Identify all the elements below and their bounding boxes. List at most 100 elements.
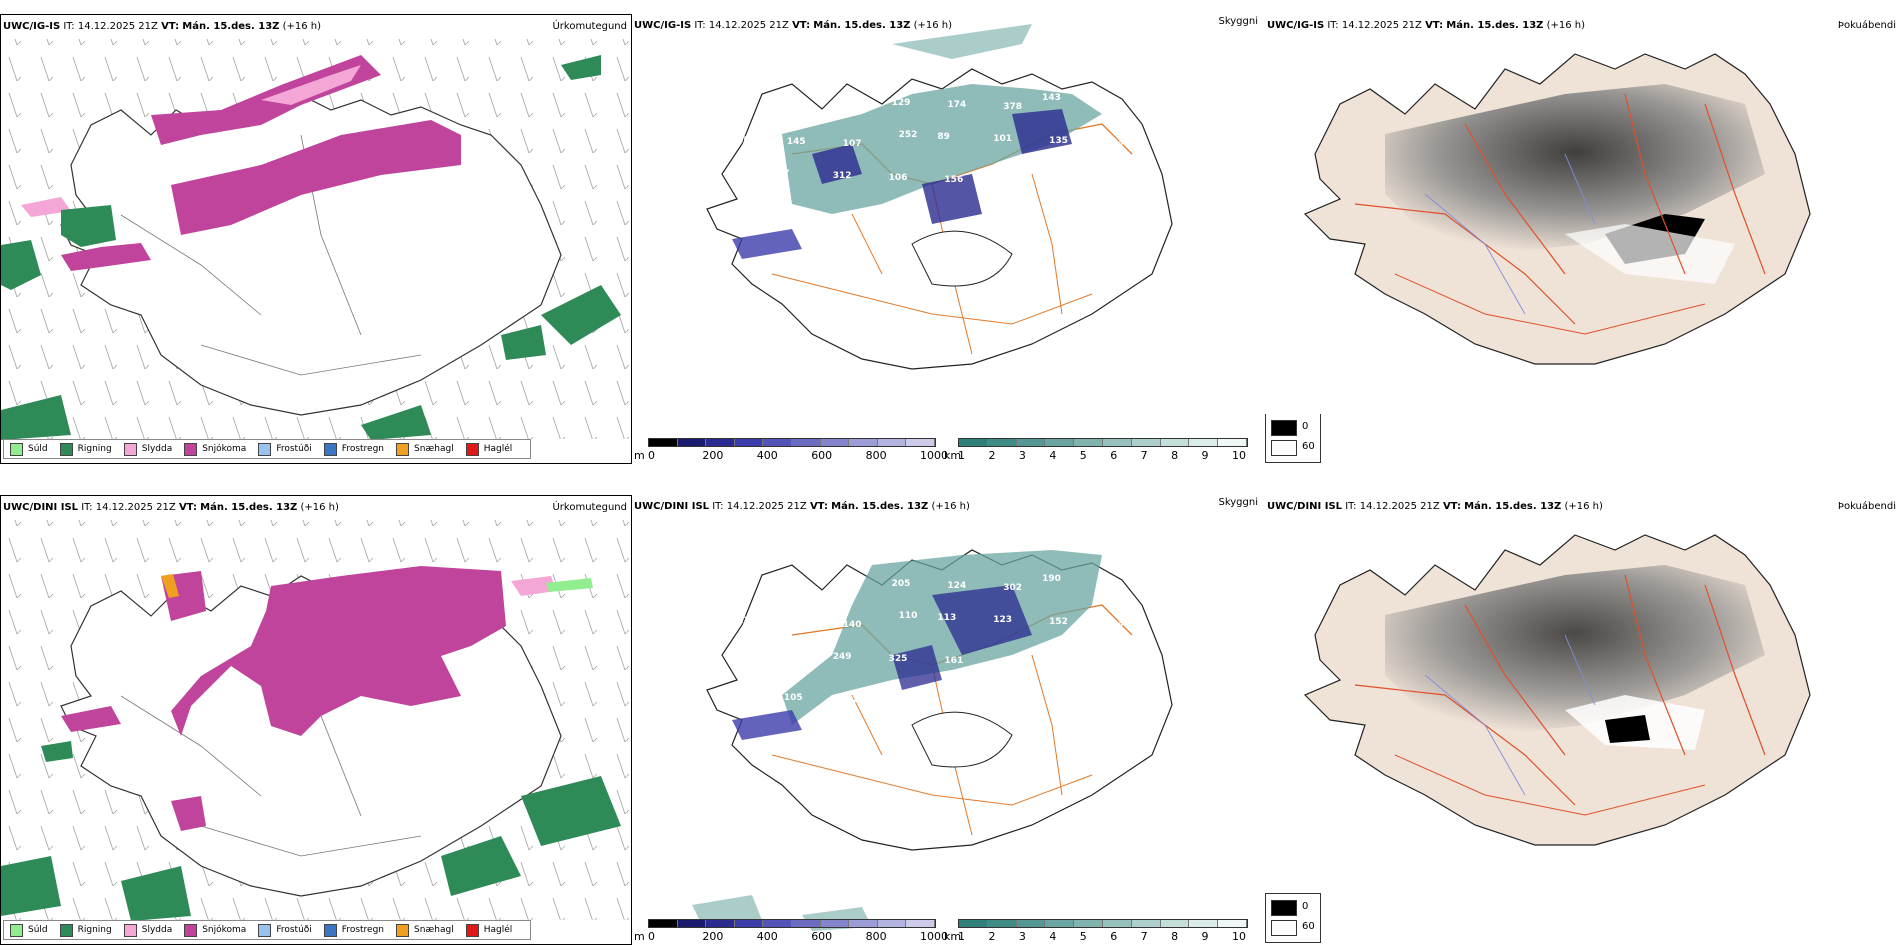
visibility-labels: 532 152 146 129 174 378 143 66 126 145 107 252 89 101… <box>724 92 1124 224</box>
fog-legend-swatch <box>1271 420 1297 436</box>
precip-legend-item: Slydda <box>123 442 173 456</box>
legend-label: Rigning <box>77 925 112 935</box>
colorbar-unit: km <box>944 449 962 462</box>
visibility-value-label: 115 <box>728 691 747 701</box>
colorbar-segment <box>1160 439 1190 446</box>
rain-area <box>1 395 71 440</box>
legend-swatch <box>59 923 73 937</box>
fog-legend-label: 0 <box>1302 901 1309 912</box>
colorbar-tick-label: 4 <box>1049 449 1057 462</box>
visibility-value-label: 89 <box>937 132 950 142</box>
field-name: Úrkomutegund <box>552 21 627 32</box>
visibility-value-label: 188 <box>1098 576 1117 586</box>
precip-map <box>1 39 631 440</box>
colorbar-tick-label: 1 <box>958 930 965 943</box>
legend-label: Frostregn <box>341 925 385 935</box>
legend-swatch <box>59 442 73 456</box>
visibility-map: 449 533 179 205 124 302 190 188 211 173 140 110 113 1… <box>692 549 1173 931</box>
snow-area <box>171 566 506 736</box>
fog-panel-bottom: UWC/DINI ISL IT: 14.12.2025 21Z VT: Mán.… <box>1265 495 1900 890</box>
colorbar-segment <box>987 439 1017 446</box>
rain-area <box>1 240 41 290</box>
colorbar-tick-label: 1000 <box>920 930 948 943</box>
fog-panel-top: UWC/IG-IS IT: 14.12.2025 21Z VT: Mán. 15… <box>1265 14 1900 414</box>
visibility-value-label: 152 <box>780 94 799 104</box>
colorbar-tick-label: 1 <box>958 449 965 462</box>
fog-map <box>1303 53 1811 365</box>
legend-swatch <box>10 923 23 937</box>
colorbar-tick-label: 600 <box>811 930 833 943</box>
colorbar-tick-label: 200 <box>702 449 724 462</box>
colorbar-segment <box>1102 920 1132 927</box>
colorbar-segment <box>849 920 878 927</box>
colorbar-tick-label: 0 <box>648 449 655 462</box>
visibility-value-label: 129 <box>892 98 911 108</box>
colorbar-segment <box>677 439 707 446</box>
visibility-value-label: 533 <box>780 575 799 585</box>
visibility-value-label: 315 <box>896 697 915 707</box>
fog-map <box>1303 534 1811 846</box>
snow-area <box>171 120 461 235</box>
visibility-value-label: 173 <box>787 618 806 628</box>
rain-area <box>521 776 621 846</box>
legend-swatch <box>396 923 410 937</box>
colorbar-tick-label: 5 <box>1079 930 1087 943</box>
visibility-value-label: 152 <box>1049 617 1068 627</box>
precip-legend-item: Slydda <box>123 923 172 937</box>
colorbar-segment <box>649 439 678 446</box>
colorbar-segment <box>1189 920 1219 927</box>
visibility-value-label: 189 <box>1056 168 1075 178</box>
visibility-panel-bottom: UWC/DINI ISL IT: 14.12.2025 21Z VT: Mán.… <box>632 495 1262 945</box>
snow-pellets-area <box>161 574 179 598</box>
colorbar-segment <box>706 920 735 927</box>
colorbar-segment <box>877 920 907 927</box>
legend-label: Frostúði <box>276 925 312 935</box>
fog-legend-swatch <box>1271 920 1297 936</box>
sleet-area <box>21 197 71 217</box>
visibility-colorbar: km 1 2 3 4 5 6 7 8 9 10 <box>944 438 1248 464</box>
colorbar-segment <box>849 439 878 446</box>
visibility-value-label: 203 <box>777 650 796 660</box>
legend-swatch <box>465 923 479 937</box>
rain-area <box>361 405 431 440</box>
colorbar-segment <box>734 439 764 446</box>
visibility-value-label: 112 <box>1095 651 1114 661</box>
panel-title: UWC/DINI ISL IT: 14.12.2025 21Z VT: Mán.… <box>3 502 339 513</box>
colorbar-segment <box>763 920 792 927</box>
legend-label: Slydda <box>141 444 173 454</box>
legend-swatch <box>465 442 479 456</box>
visibility-value-label: 143 <box>1042 93 1061 103</box>
precip-legend-item: Súld <box>10 923 48 937</box>
colorbar-segment <box>1102 439 1132 446</box>
colorbar-segment <box>1045 439 1075 446</box>
colorbar-segment <box>706 439 735 446</box>
fog-legend: 0 60 <box>1265 893 1321 943</box>
colorbar-segment <box>649 920 678 927</box>
colorbar-tick-label: 400 <box>756 449 778 462</box>
colorbar-tick-label: 9 <box>1201 930 1209 943</box>
precip-type-panel-top: UWC/IG-IS IT: 14.12.2025 21Z VT: Mán. 15… <box>0 14 632 464</box>
legend-swatch <box>123 923 137 937</box>
panel-title: UWC/DINI ISL IT: 14.12.2025 21Z VT: Mán.… <box>634 501 970 512</box>
precip-legend-item: Rigning <box>59 442 112 456</box>
colorbar-segment <box>906 920 935 927</box>
rain-area <box>1 856 61 916</box>
precip-legend-item: Haglél <box>465 442 513 456</box>
visibility-value-label: 186 <box>738 178 757 188</box>
visibility-value-label: 325 <box>889 654 908 664</box>
visibility-value-label: 58 <box>840 214 853 224</box>
visibility-value-label: 211 <box>731 616 750 626</box>
sleet-area <box>261 65 361 105</box>
low-visibility-area <box>782 550 1102 725</box>
low-ceiling-area <box>892 585 1032 690</box>
rain-area <box>121 866 191 921</box>
legend-label: Haglél <box>483 444 513 454</box>
rain-area <box>561 55 601 80</box>
precip-legend-item: Súld <box>10 442 48 456</box>
snow-area <box>61 243 151 271</box>
legend-label: Frostúði <box>276 444 312 454</box>
colorbar-segment <box>1131 439 1161 446</box>
colorbar-tick-label: 7 <box>1140 930 1148 943</box>
visibility-value-label: 156 <box>944 175 963 185</box>
visibility-value-label: 532 <box>724 92 743 102</box>
